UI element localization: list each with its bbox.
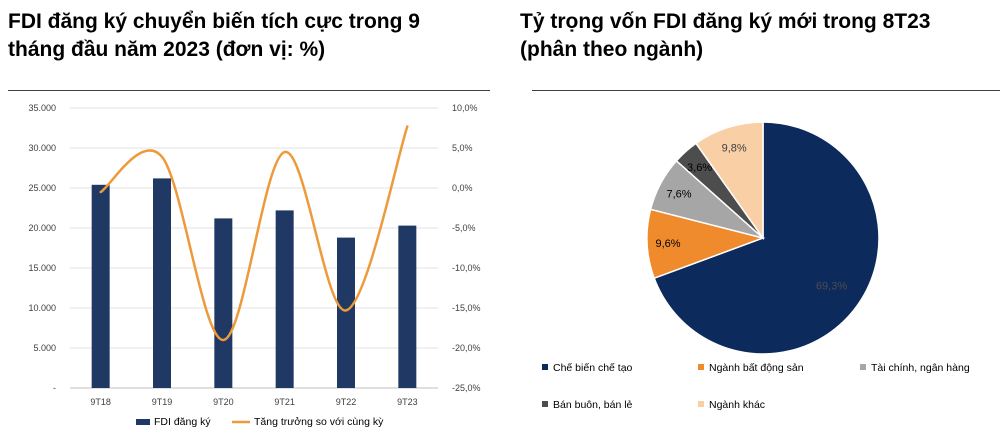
right-panel: Tỷ trọng vốn FDI đăng ký mới trong 8T23 …: [520, 0, 1000, 433]
right-title-line2: (phân theo ngành): [520, 38, 704, 61]
x-axis-tick-label: 9T23: [397, 397, 418, 407]
pie-slice-label: 69,3%: [816, 281, 847, 293]
right-chart-title: Tỷ trọng vốn FDI đăng ký mới trong 8T23 …: [520, 8, 990, 64]
legend-swatch: [698, 364, 704, 370]
pie-slice: [694, 121, 764, 241]
fdi-sector-pie-chart: 69,3% 9,6% 7,6% 3,6% 9,8% Chế biến chế tạo Ngà…: [542, 121, 970, 411]
left-chart-title: FDI đăng ký chuyển biến tích cực trong 9…: [8, 8, 498, 64]
left-title-rule: [8, 90, 490, 91]
fdi-bar-line-chart: 35.000 30.000 25.000 20.000 15.000 10.000 5.00…: [28, 103, 481, 428]
legend-swatch: [698, 401, 704, 407]
left-title-line2: tháng đầu năm 2023 (đơn vị: %): [8, 38, 326, 61]
bar-fdi-registered: [91, 184, 110, 388]
right-title-line1: Tỷ trọng vốn FDI đăng ký mới trong 8T23: [520, 10, 931, 33]
left-axis-tick-label: 5.000: [33, 343, 56, 353]
legend-label: Chế biến chế tạo: [553, 362, 633, 374]
left-axis-tick-label: 25.000: [28, 183, 56, 193]
left-axis-tick-label: 15.000: [28, 263, 56, 273]
legend-swatch: [860, 364, 866, 370]
right-axis-tick-label: -15,0%: [452, 303, 481, 313]
left-axis-tick-label: 20.000: [28, 223, 56, 233]
right-axis-tick-label: -5,0%: [452, 223, 476, 233]
left-axis-tick-label: 30.000: [28, 143, 56, 153]
pie-slice: [653, 121, 880, 355]
pie-slice-label: 7,6%: [666, 188, 691, 200]
x-axis-tick-label: 9T22: [336, 397, 357, 407]
legend-label-line: Tăng trưởng so với cùng kỳ: [254, 416, 384, 428]
left-axis-tick-label: -: [53, 383, 56, 393]
bar-fdi-registered: [153, 178, 171, 388]
legend-label: Ngành khác: [709, 399, 765, 411]
legend-label-bar: FDI đăng ký: [154, 416, 211, 428]
right-axis-tick-label: -20,0%: [452, 343, 481, 353]
line-yoy-growth: [99, 125, 409, 342]
right-axis-tick-label: 5,0%: [452, 143, 473, 153]
right-axis-tick-label: 10,0%: [452, 103, 478, 113]
right-axis-tick-label: 0,0%: [452, 183, 473, 193]
legend-label: Bán buôn, bán lẻ: [553, 399, 633, 411]
x-axis-tick-label: 9T21: [274, 397, 295, 407]
bar-fdi-registered: [337, 237, 355, 388]
left-title-line1: FDI đăng ký chuyển biến tích cực trong 9: [8, 10, 420, 33]
bar-fdi-registered: [398, 225, 417, 388]
x-axis-tick-label: 9T20: [213, 397, 234, 407]
bar-fdi-registered: [275, 210, 294, 388]
bar-fdi-registered: [214, 218, 233, 388]
legend-label: Tài chính, ngân hàng: [871, 362, 970, 374]
legend-swatch-bar: [136, 419, 150, 425]
x-axis-tick-label: 9T19: [152, 397, 173, 407]
left-axis-tick-label: 35.000: [28, 103, 56, 113]
right-axis-tick-label: -10,0%: [452, 263, 481, 273]
left-axis-tick-label: 10.000: [28, 303, 56, 313]
x-axis-tick-label: 9T18: [90, 397, 111, 407]
legend-label: Ngành bất động sản: [709, 362, 804, 374]
pie-slice-label: 3,6%: [687, 162, 712, 174]
pie-slice-label: 9,6%: [655, 238, 680, 250]
legend-swatch: [542, 401, 548, 407]
right-axis-tick-label: -25,0%: [452, 383, 481, 393]
right-title-rule: [532, 90, 1000, 91]
legend-swatch: [542, 364, 548, 370]
pie-slice-label: 9,8%: [722, 142, 747, 154]
left-panel: FDI đăng ký chuyển biến tích cực trong 9…: [8, 8, 498, 428]
